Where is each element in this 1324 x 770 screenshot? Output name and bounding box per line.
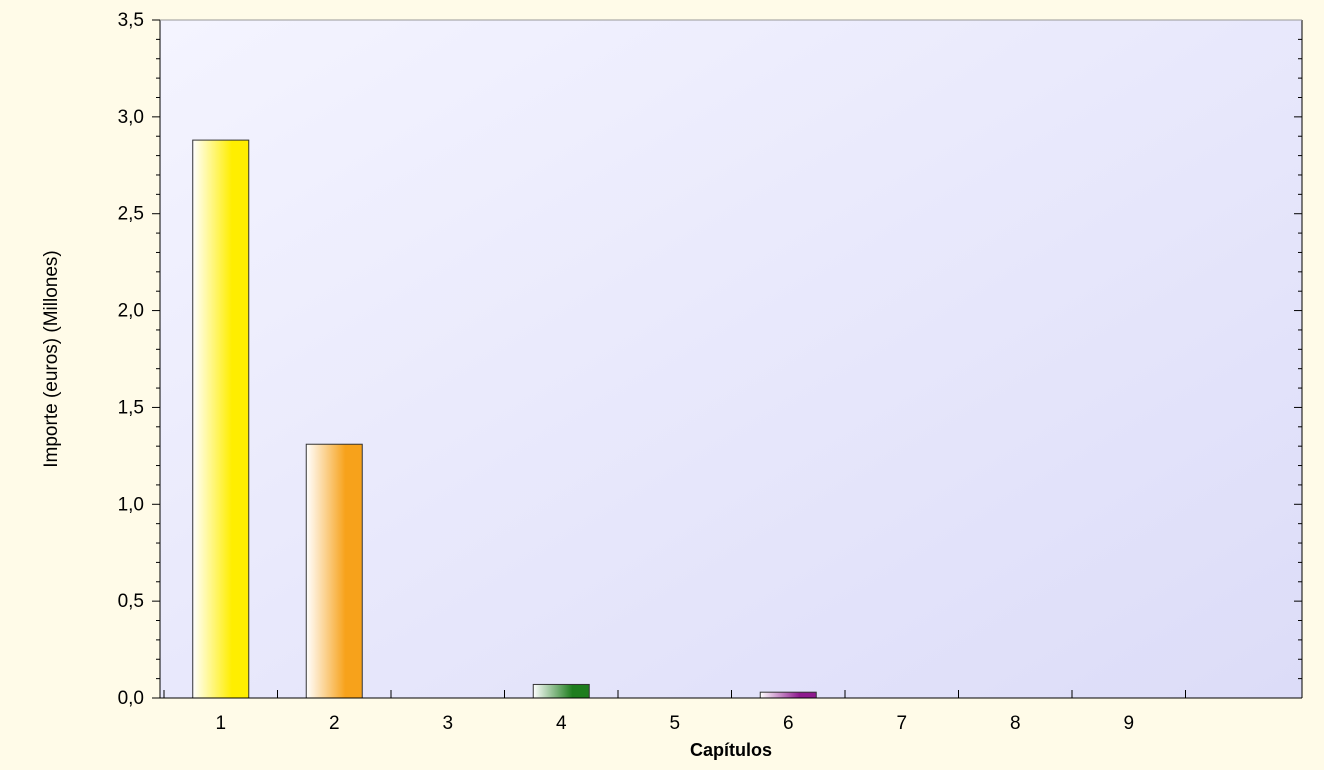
bar-6 [759,691,817,699]
x-tick-label: 7 [896,713,907,734]
x-tick-label: 6 [783,713,794,734]
x-axis-ticks: 1 2 3 4 5 6 7 8 9 [163,690,1186,734]
bar-1 [192,139,250,699]
y-tick-label: 3,5 [118,10,144,31]
x-tick-label: 2 [329,713,340,734]
y-tick-label: 2,5 [118,204,144,225]
y-axis-label: Importe (euros) (Millones) [41,250,62,468]
x-tick-label: 8 [1010,713,1021,734]
bar-2 [305,443,363,699]
y-tick-label: 1,5 [118,397,144,418]
bar-4 [532,683,590,699]
x-axis-label: Capítulos [690,740,772,760]
y-tick-label: 1,0 [118,494,144,515]
x-tick-label: 3 [442,713,453,734]
x-tick-label: 4 [556,713,567,734]
x-tick-label: 1 [215,713,226,734]
x-tick-label: 9 [1123,713,1134,734]
y-tick-label: 3,0 [118,107,144,128]
y-tick-label: 0,0 [118,688,144,709]
y-axis-ticks: 0,0 0,5 1,0 1,5 2,0 2,5 3,0 3,5 [118,10,1302,709]
y-tick-label: 0,5 [118,591,144,612]
y-tick-label: 2,0 [118,301,144,322]
x-tick-label: 5 [669,713,680,734]
bars-group [192,139,817,699]
